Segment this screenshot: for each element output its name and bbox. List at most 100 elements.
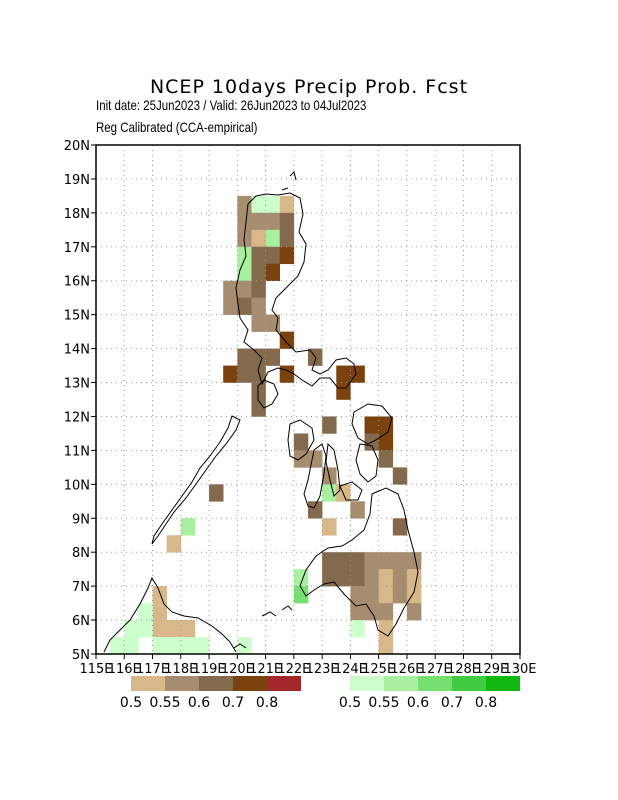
colorbar-label: 0.6 — [188, 695, 210, 711]
prob-cell — [279, 195, 295, 214]
prob-cell — [279, 246, 295, 265]
prob-cell — [237, 246, 252, 265]
x-tick-label: 117E — [136, 662, 169, 677]
prob-cell — [152, 603, 167, 621]
prob-cell — [279, 229, 295, 248]
prob-cell — [293, 586, 309, 604]
prob-cell — [392, 467, 408, 485]
x-tick-label: 119E — [193, 662, 226, 677]
prob-cell — [166, 637, 182, 655]
prob-cell — [265, 263, 281, 282]
y-tick-label: 11N — [64, 444, 90, 459]
prob-cell — [322, 552, 337, 570]
dry-probability-colorbar: 0.5 0.55 0.6 0.7 0.8 — [120, 676, 301, 711]
prob-cell — [251, 382, 266, 400]
prob-cell — [265, 246, 281, 265]
panay-coast — [287, 419, 315, 461]
colorbar-swatch — [418, 676, 452, 691]
x-tick-label: 120E — [221, 662, 254, 677]
prob-cell — [265, 195, 281, 214]
x-tick-label: 116E — [108, 662, 141, 677]
y-tick-label: 7N — [72, 580, 90, 595]
prob-cell — [223, 280, 238, 298]
prob-cell — [350, 603, 365, 621]
colorbar-swatch — [233, 676, 267, 691]
prob-cell — [152, 620, 167, 638]
prob-cell — [124, 637, 139, 655]
prob-cell — [392, 552, 408, 570]
bohol-coast — [339, 481, 363, 501]
prob-cell — [265, 229, 281, 248]
prob-cell — [378, 603, 394, 621]
prob-cell — [180, 518, 196, 536]
palawan-coast — [151, 415, 241, 545]
longitude-axis: 115E116E117E118E119E120E121E122E123E124E… — [79, 654, 537, 677]
prob-cell — [237, 637, 252, 655]
prob-cell — [209, 484, 224, 502]
colorbar-label: 0.55 — [368, 695, 399, 711]
prob-cell — [251, 229, 266, 248]
latitude-axis: 5N 6N 7N 8N 9N 10N 11N 12N 13N 14N 15N 16N 17N 18N 19N… — [64, 139, 96, 663]
prob-cell — [265, 348, 281, 366]
colorbar-swatch — [452, 676, 486, 691]
cebu-coast — [325, 442, 341, 497]
wet-probability-colorbar: 0.5 0.55 0.6 0.7 0.8 — [339, 676, 520, 711]
calibration-method: Reg Calibrated (CCA-empirical) — [96, 119, 258, 135]
prob-cell — [180, 637, 196, 655]
prob-cell — [364, 586, 379, 604]
prob-cell — [336, 365, 351, 383]
x-tick-label: 126E — [390, 662, 423, 677]
prob-cell — [392, 586, 408, 604]
negros-coast — [303, 443, 327, 509]
x-tick-label: 128E — [447, 662, 480, 677]
prob-cell — [350, 552, 365, 570]
prob-cell — [237, 195, 252, 214]
prob-cell — [279, 331, 295, 349]
prob-cell — [378, 569, 394, 587]
map-title: NCEP 10days Precip Prob. Fcst — [149, 76, 469, 98]
prob-cell — [166, 535, 182, 553]
y-tick-label: 6N — [72, 614, 90, 629]
prob-cell — [350, 569, 365, 587]
prob-cell — [110, 637, 125, 655]
prob-cell — [124, 620, 139, 638]
leyte-coast — [355, 443, 379, 483]
x-tick-label: 129E — [475, 662, 508, 677]
colorbar-label: 0.8 — [475, 695, 497, 711]
prob-cell — [138, 620, 153, 638]
x-tick-label: 115E — [79, 662, 112, 677]
luzon-coast — [235, 192, 357, 389]
y-tick-label: 10N — [64, 478, 90, 493]
prob-cell — [406, 603, 422, 621]
colorbar-swatch — [486, 676, 520, 691]
prob-cell — [378, 416, 394, 434]
borneo-coast — [103, 576, 237, 653]
coastline — [103, 171, 419, 653]
prob-cell — [237, 297, 252, 315]
prob-cell — [364, 552, 379, 570]
prob-cell — [251, 297, 266, 315]
prob-cell — [180, 620, 196, 638]
prob-cell — [237, 280, 252, 298]
prob-cell — [237, 365, 252, 383]
y-tick-label: 13N — [64, 377, 90, 392]
colorbar-label: 0.5 — [339, 695, 361, 711]
forecast-dates: Init date: 25Jun2023 / Valid: 26Jun2023 … — [96, 97, 367, 113]
x-tick-label: 127E — [419, 662, 452, 677]
prob-cell — [251, 399, 266, 417]
mindoro-coast — [257, 379, 279, 409]
prob-cell — [336, 569, 351, 587]
prob-cell — [251, 195, 266, 214]
prob-cell — [265, 212, 281, 231]
y-tick-label: 17N — [64, 241, 90, 256]
y-tick-label: 20N — [64, 139, 90, 154]
y-tick-label: 12N — [64, 410, 90, 425]
mindanao-coast — [299, 487, 419, 637]
colorbar-swatch — [267, 676, 301, 691]
x-tick-label: 130E — [503, 662, 536, 677]
prob-cell — [378, 552, 394, 570]
prob-cell — [322, 484, 337, 502]
prob-cell — [308, 501, 323, 519]
x-tick-label: 118E — [164, 662, 197, 677]
prob-cell — [350, 620, 365, 638]
